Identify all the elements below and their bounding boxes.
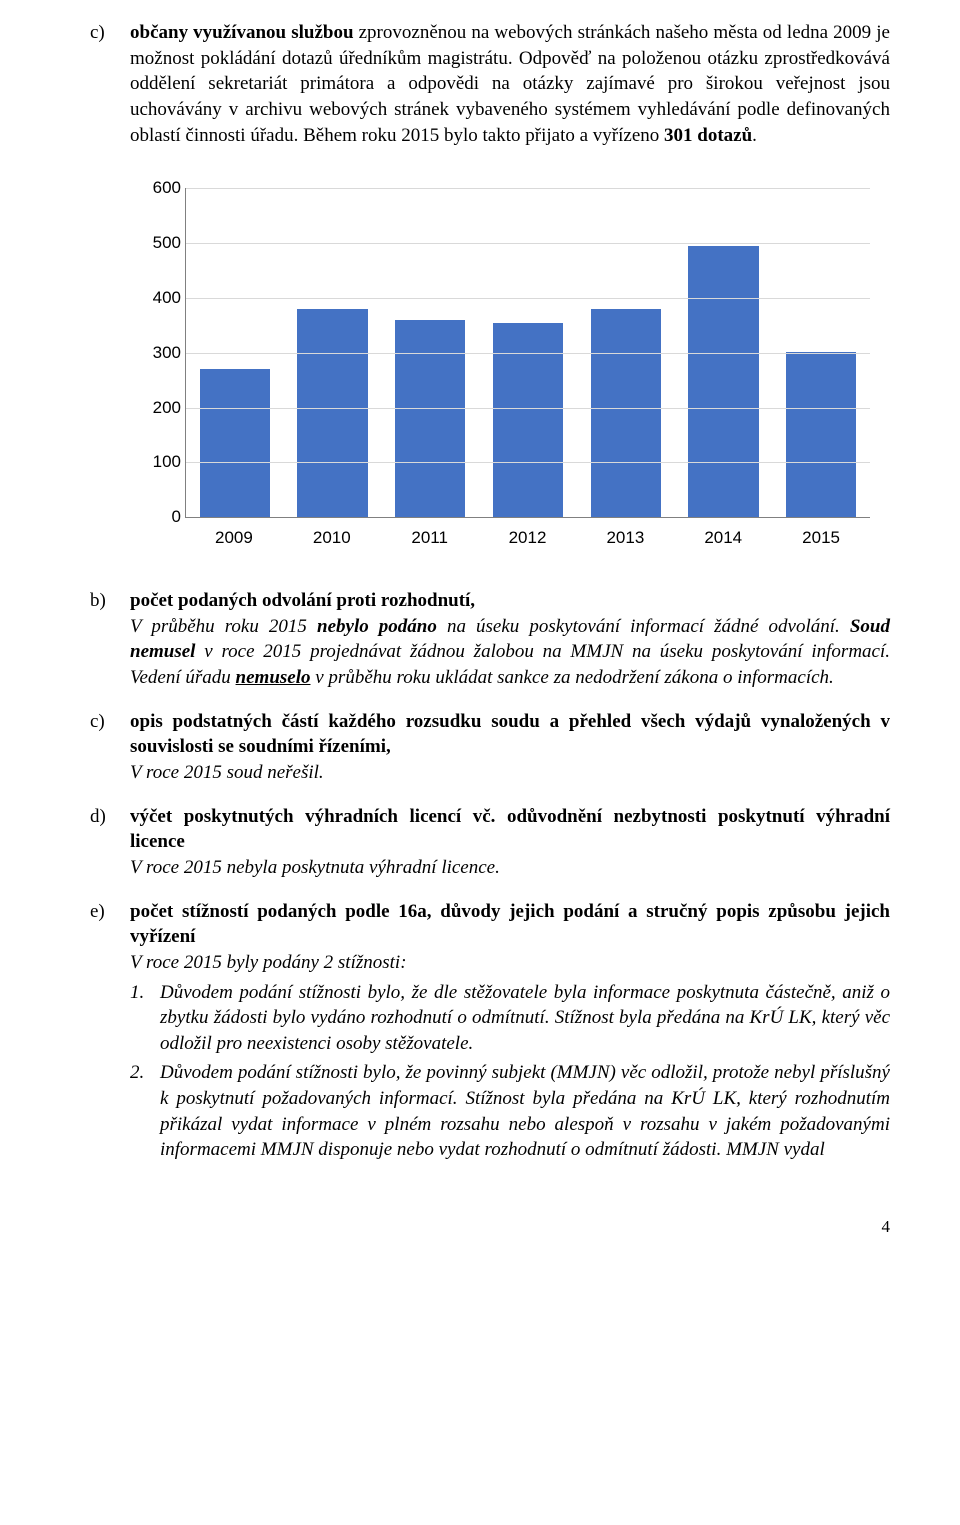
section-body: opis podstatných částí každého rozsudku … — [130, 709, 890, 786]
list-item: 2. Důvodem podání stížnosti bylo, že pov… — [130, 1060, 890, 1163]
gridline — [186, 243, 870, 244]
bar — [395, 320, 465, 517]
x-tick-label: 2012 — [479, 522, 577, 558]
page: c) občany využívanou službou zprovozněno… — [0, 0, 960, 1277]
gridline — [186, 462, 870, 463]
y-tick-label: 400 — [131, 288, 181, 308]
list-item: 1. Důvodem podání stížnosti bylo, že dle… — [130, 980, 890, 1057]
plot-area: 0100200300400500600 — [185, 188, 870, 518]
section-d: d) výčet poskytnutých výhradních licencí… — [90, 804, 890, 881]
x-tick-label: 2014 — [674, 522, 772, 558]
section-body: počet stížností podaných podle 16a, důvo… — [130, 899, 890, 1167]
bar — [688, 246, 758, 517]
para-text: na úseku poskytování informací žádné odv… — [437, 616, 850, 637]
section-heading: počet podaných odvolání proti rozhodnutí… — [130, 590, 475, 611]
x-tick-label: 2010 — [283, 522, 381, 558]
bar — [786, 352, 856, 517]
page-number: 4 — [90, 1217, 890, 1237]
y-tick-label: 100 — [131, 452, 181, 472]
y-tick-label: 500 — [131, 233, 181, 253]
y-tick-label: 200 — [131, 398, 181, 418]
list-text: Důvodem podání stížnosti bylo, že povinn… — [160, 1060, 890, 1163]
gridline — [186, 188, 870, 189]
section-label: b) — [90, 588, 130, 614]
x-tick-label: 2009 — [185, 522, 283, 558]
para-text: V průběhu roku 2015 — [130, 616, 317, 637]
section-label: c) — [90, 709, 130, 735]
para-text: V roce 2015 soud neřešil. — [130, 762, 324, 783]
gridline — [186, 298, 870, 299]
section-c-top: c) občany využívanou službou zprovozněno… — [90, 20, 890, 148]
section-e: e) počet stížností podaných podle 16a, d… — [90, 899, 890, 1167]
para-text: v průběhu roku ukládat sankce za nedodrž… — [311, 667, 834, 688]
bar — [297, 309, 367, 517]
y-tick-label: 0 — [131, 507, 181, 527]
underline-phrase: nemuselo — [236, 667, 311, 688]
list-text: Důvodem podání stížnosti bylo, že dle st… — [160, 980, 890, 1057]
y-tick-label: 300 — [131, 343, 181, 363]
bar — [200, 369, 270, 517]
bold-phrase: občany využívanou službou — [130, 22, 354, 43]
section-heading: výčet poskytnutých výhradních licencí vč… — [130, 806, 890, 853]
list-number: 2. — [130, 1060, 160, 1086]
section-b: b) počet podaných odvolání proti rozhodn… — [90, 588, 890, 691]
section-label: d) — [90, 804, 130, 830]
chart-container: 0100200300400500600 20092010201120122013… — [130, 178, 890, 558]
section-body: občany využívanou službou zprovozněnou n… — [130, 20, 890, 148]
section-heading: opis podstatných částí každého rozsudku … — [130, 711, 890, 758]
list-number: 1. — [130, 980, 160, 1006]
section-label: e) — [90, 899, 130, 925]
x-axis-labels: 2009201020112012201320142015 — [185, 522, 870, 558]
section-body: výčet poskytnutých výhradních licencí vč… — [130, 804, 890, 881]
section-heading: počet stížností podaných podle 16a, důvo… — [130, 901, 890, 948]
bold-phrase: nebylo podáno — [317, 616, 437, 637]
section-body: počet podaných odvolání proti rozhodnutí… — [130, 588, 890, 691]
para-end: . — [752, 125, 757, 146]
y-tick-label: 600 — [131, 178, 181, 198]
x-tick-label: 2013 — [576, 522, 674, 558]
gridline — [186, 353, 870, 354]
para-text: V roce 2015 nebyla poskytnuta výhradní l… — [130, 857, 500, 878]
bar-chart: 0100200300400500600 20092010201120122013… — [130, 178, 890, 558]
section-label: c) — [90, 20, 130, 46]
complaint-list: 1. Důvodem podání stížnosti bylo, že dle… — [130, 980, 890, 1163]
count-bold: 301 dotazů — [664, 125, 752, 146]
x-tick-label: 2015 — [772, 522, 870, 558]
x-tick-label: 2011 — [381, 522, 479, 558]
para-text: V roce 2015 byly podány 2 stížnosti: — [130, 952, 407, 973]
gridline — [186, 408, 870, 409]
section-c2: c) opis podstatných částí každého rozsud… — [90, 709, 890, 786]
bar — [591, 309, 661, 517]
